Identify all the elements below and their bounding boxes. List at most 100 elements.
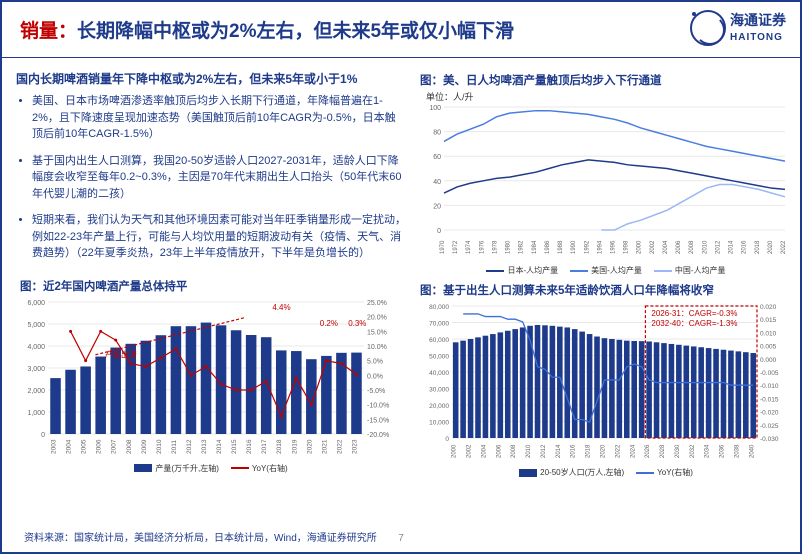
svg-text:2024: 2024 (630, 444, 636, 458)
bullet-item: 美国、日本市场啤酒渗透率触顶后均步入长期下行通道，年降幅普遍在1-2%，且下降速… (32, 93, 406, 143)
svg-text:2040: 2040 (749, 444, 755, 458)
svg-text:0.0%: 0.0% (367, 373, 383, 380)
svg-text:2013: 2013 (201, 439, 208, 454)
svg-text:2010: 2010 (156, 439, 163, 454)
svg-text:60: 60 (433, 154, 441, 161)
page-title: 销量：长期降幅中枢或为2%左右，但未来5年或仅小幅下滑 (20, 16, 514, 43)
chart-bottom-left: 01,0002,0003,0004,0005,0006,000-20.0%-15… (16, 296, 406, 474)
svg-text:2021: 2021 (321, 439, 328, 454)
chart-top-right: 单位：人/升 020406080100197019721974197619781… (416, 90, 796, 276)
svg-text:2020: 2020 (306, 439, 313, 454)
svg-text:2010: 2010 (702, 240, 708, 254)
svg-text:40: 40 (433, 179, 441, 186)
bullet-list: 美国、日本市场啤酒渗透率触顶后均步入长期下行通道，年降幅普遍在1-2%，且下降速… (16, 93, 406, 272)
svg-text:2011: 2011 (171, 439, 178, 453)
svg-text:-0.025: -0.025 (760, 423, 779, 430)
svg-text:2017: 2017 (261, 439, 268, 454)
svg-text:60,000: 60,000 (429, 337, 449, 344)
svg-text:-0.010: -0.010 (760, 383, 779, 390)
svg-text:1994: 1994 (597, 240, 603, 254)
svg-text:1986: 1986 (545, 240, 551, 254)
svg-text:2026-31：CAGR=-0.3%: 2026-31：CAGR=-0.3% (651, 309, 737, 318)
svg-text:2023: 2023 (351, 439, 358, 454)
svg-text:80,000: 80,000 (429, 304, 449, 311)
svg-text:2020: 2020 (768, 240, 774, 254)
svg-text:50,000: 50,000 (429, 354, 449, 361)
svg-text:2018: 2018 (586, 444, 592, 458)
svg-text:2038: 2038 (734, 444, 740, 458)
title-prefix: 销量： (20, 21, 77, 42)
svg-text:20.0%: 20.0% (367, 314, 387, 321)
svg-text:-0.030: -0.030 (760, 436, 779, 443)
svg-text:0.000: 0.000 (760, 357, 777, 364)
svg-text:0.2%: 0.2% (320, 318, 338, 327)
svg-text:2016: 2016 (246, 439, 253, 454)
svg-text:2014: 2014 (556, 444, 562, 458)
svg-text:2018: 2018 (755, 240, 761, 254)
svg-text:2016: 2016 (742, 240, 748, 254)
svg-text:-0.005: -0.005 (760, 370, 779, 377)
svg-text:0.015: 0.015 (760, 317, 777, 324)
svg-text:2,000: 2,000 (27, 388, 45, 395)
svg-text:1974: 1974 (466, 240, 472, 254)
svg-text:产能出清: 产能出清 (105, 349, 137, 359)
svg-text:0.020: 0.020 (760, 304, 777, 311)
svg-text:2009: 2009 (141, 439, 148, 454)
svg-text:2004: 2004 (66, 439, 73, 454)
chart-title-tr: 图：美、日人均啤酒产量触顶后均步入下行通道 (420, 72, 796, 88)
svg-text:70,000: 70,000 (429, 321, 449, 328)
svg-text:1982: 1982 (519, 240, 525, 254)
svg-text:2008: 2008 (511, 444, 517, 458)
svg-text:2000: 2000 (637, 240, 643, 254)
legend-tr: 日本-人均产量美国-人均产量中国-人均产量 (416, 265, 796, 276)
svg-text:5.0%: 5.0% (367, 358, 383, 365)
svg-text:2012: 2012 (541, 444, 547, 458)
svg-text:1988: 1988 (558, 240, 564, 254)
legend-bl: 产量(万千升,左轴) YoY(右轴) (16, 463, 406, 474)
svg-text:0.3%: 0.3% (348, 318, 366, 327)
svg-text:100: 100 (429, 105, 441, 112)
svg-text:2034: 2034 (705, 444, 711, 458)
chart-title-br: 图：基于出生人口测算未来5年适龄饮酒人口年降幅将收窄 (420, 282, 796, 298)
svg-text:10.0%: 10.0% (367, 344, 387, 351)
svg-text:1998: 1998 (624, 240, 630, 254)
svg-text:1996: 1996 (611, 240, 617, 254)
svg-text:2015: 2015 (231, 439, 238, 454)
svg-text:1992: 1992 (584, 240, 590, 254)
svg-text:25.0%: 25.0% (367, 300, 387, 307)
svg-text:2010: 2010 (526, 444, 532, 458)
svg-text:2028: 2028 (660, 444, 666, 458)
svg-text:15.0%: 15.0% (367, 329, 387, 336)
svg-text:0: 0 (41, 432, 45, 439)
svg-text:80: 80 (433, 130, 441, 137)
svg-text:1990: 1990 (571, 240, 577, 254)
svg-text:-0.020: -0.020 (760, 410, 779, 417)
logo-icon (690, 10, 726, 46)
svg-text:1970: 1970 (440, 240, 446, 254)
title-main: 长期降幅中枢或为2%左右，但未来5年或仅小幅下滑 (77, 21, 514, 42)
svg-text:2006: 2006 (676, 240, 682, 254)
svg-text:2008: 2008 (126, 439, 133, 454)
svg-text:20,000: 20,000 (429, 403, 449, 410)
svg-text:2020: 2020 (601, 444, 607, 458)
svg-text:1978: 1978 (492, 240, 498, 254)
svg-text:2012: 2012 (186, 439, 193, 454)
svg-text:2019: 2019 (291, 439, 298, 454)
svg-text:0: 0 (445, 436, 449, 443)
svg-text:2022: 2022 (336, 439, 343, 454)
svg-text:1984: 1984 (532, 240, 538, 254)
svg-text:20: 20 (433, 203, 441, 210)
svg-text:1976: 1976 (479, 240, 485, 254)
svg-text:2002: 2002 (650, 240, 656, 254)
svg-text:2007: 2007 (111, 439, 118, 454)
svg-text:4,000: 4,000 (27, 344, 45, 351)
svg-text:2002: 2002 (467, 444, 473, 458)
bullet-item: 基于国内出生人口测算，我国20-50岁适龄人口2027-2031年，适龄人口下降… (32, 153, 406, 203)
svg-text:2008: 2008 (689, 240, 695, 254)
svg-text:2005: 2005 (81, 439, 88, 454)
svg-text:2018: 2018 (276, 439, 283, 454)
svg-text:2014: 2014 (216, 439, 223, 454)
svg-text:2032-40：CAGR=-1.3%: 2032-40：CAGR=-1.3% (651, 319, 737, 328)
svg-text:10,000: 10,000 (429, 420, 449, 427)
svg-text:-10.0%: -10.0% (367, 402, 389, 409)
